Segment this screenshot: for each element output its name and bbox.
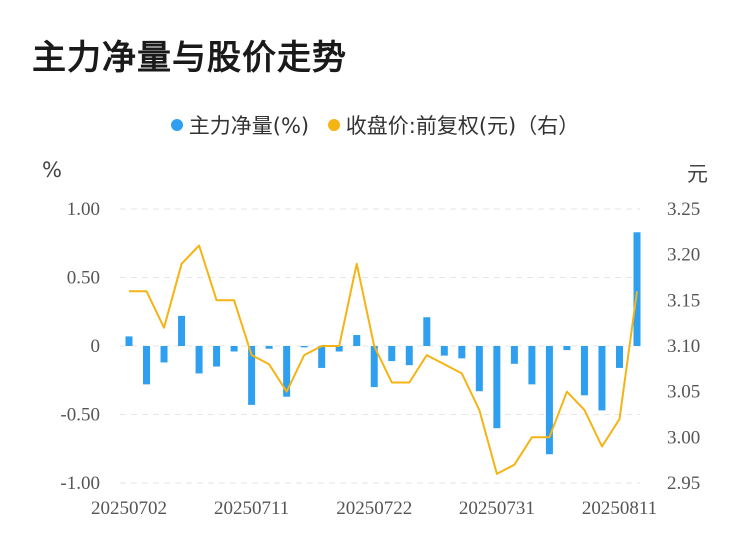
bar: [195, 346, 203, 374]
bar: [230, 346, 238, 352]
bar: [440, 346, 448, 356]
y-left-tick-label: 1.00: [67, 199, 100, 220]
bar: [458, 346, 466, 359]
bar: [125, 336, 133, 346]
bar: [143, 346, 151, 385]
bar: [178, 315, 186, 346]
bar: [633, 232, 641, 346]
bar: [213, 346, 221, 367]
x-tick-label: 20250711: [214, 498, 289, 519]
price-line: [129, 244, 638, 475]
bar: [580, 346, 588, 396]
bar: [493, 346, 501, 429]
legend-bar-dot-icon: [170, 119, 183, 131]
legend-line-label: 收盘价:前复权(元)（右）: [345, 114, 580, 138]
bar: [510, 346, 518, 364]
legend: 主力净量(%) 收盘价:前复权(元)（右）: [0, 110, 750, 140]
right-axis-unit: 元: [687, 162, 708, 186]
y-right-tick-label: 3.15: [667, 290, 700, 311]
bar: [563, 346, 571, 351]
bar: [265, 346, 273, 349]
x-tick-label: 20250702: [91, 498, 167, 519]
x-tick-label: 20250722: [336, 498, 412, 519]
y-right-tick-label: 3.10: [667, 336, 700, 357]
y-right-tick-label: 2.95: [667, 473, 700, 494]
y-right-tick-label: 3.00: [667, 427, 700, 448]
bar: [160, 346, 168, 363]
chart-title: 主力净量与股价走势: [32, 38, 347, 78]
y-left-tick-label: 0.50: [67, 268, 100, 289]
y-right-tick-label: 3.05: [667, 382, 700, 403]
bar: [283, 346, 291, 397]
bar: [353, 335, 361, 346]
bar: [405, 346, 413, 366]
bar: [388, 346, 396, 362]
bar: [615, 346, 623, 368]
left-axis-unit: %: [42, 158, 62, 182]
y-left-tick-label: -0.50: [60, 405, 100, 426]
x-tick-label: 20250731: [459, 498, 535, 519]
y-right-tick-label: 3.20: [667, 245, 700, 266]
legend-item-bar[interactable]: 主力净量(%): [170, 110, 310, 140]
bar: [598, 346, 606, 411]
bar: [475, 346, 483, 392]
bar: [528, 346, 536, 385]
y-right-tick-label: 3.25: [667, 199, 700, 220]
bar: [300, 346, 308, 348]
bar: [545, 346, 553, 455]
x-tick-label: 20250811: [582, 498, 657, 519]
bar: [248, 346, 256, 405]
bar: [318, 346, 326, 368]
legend-item-line[interactable]: 收盘价:前复权(元)（右）: [327, 110, 580, 140]
bar: [335, 346, 343, 352]
legend-line-dot-icon: [327, 119, 340, 131]
legend-bar-label: 主力净量(%): [188, 114, 310, 138]
y-left-tick-label: 0: [91, 336, 101, 357]
bar: [423, 317, 431, 346]
y-left-tick-label: -1.00: [60, 473, 100, 494]
bar: [370, 346, 378, 388]
